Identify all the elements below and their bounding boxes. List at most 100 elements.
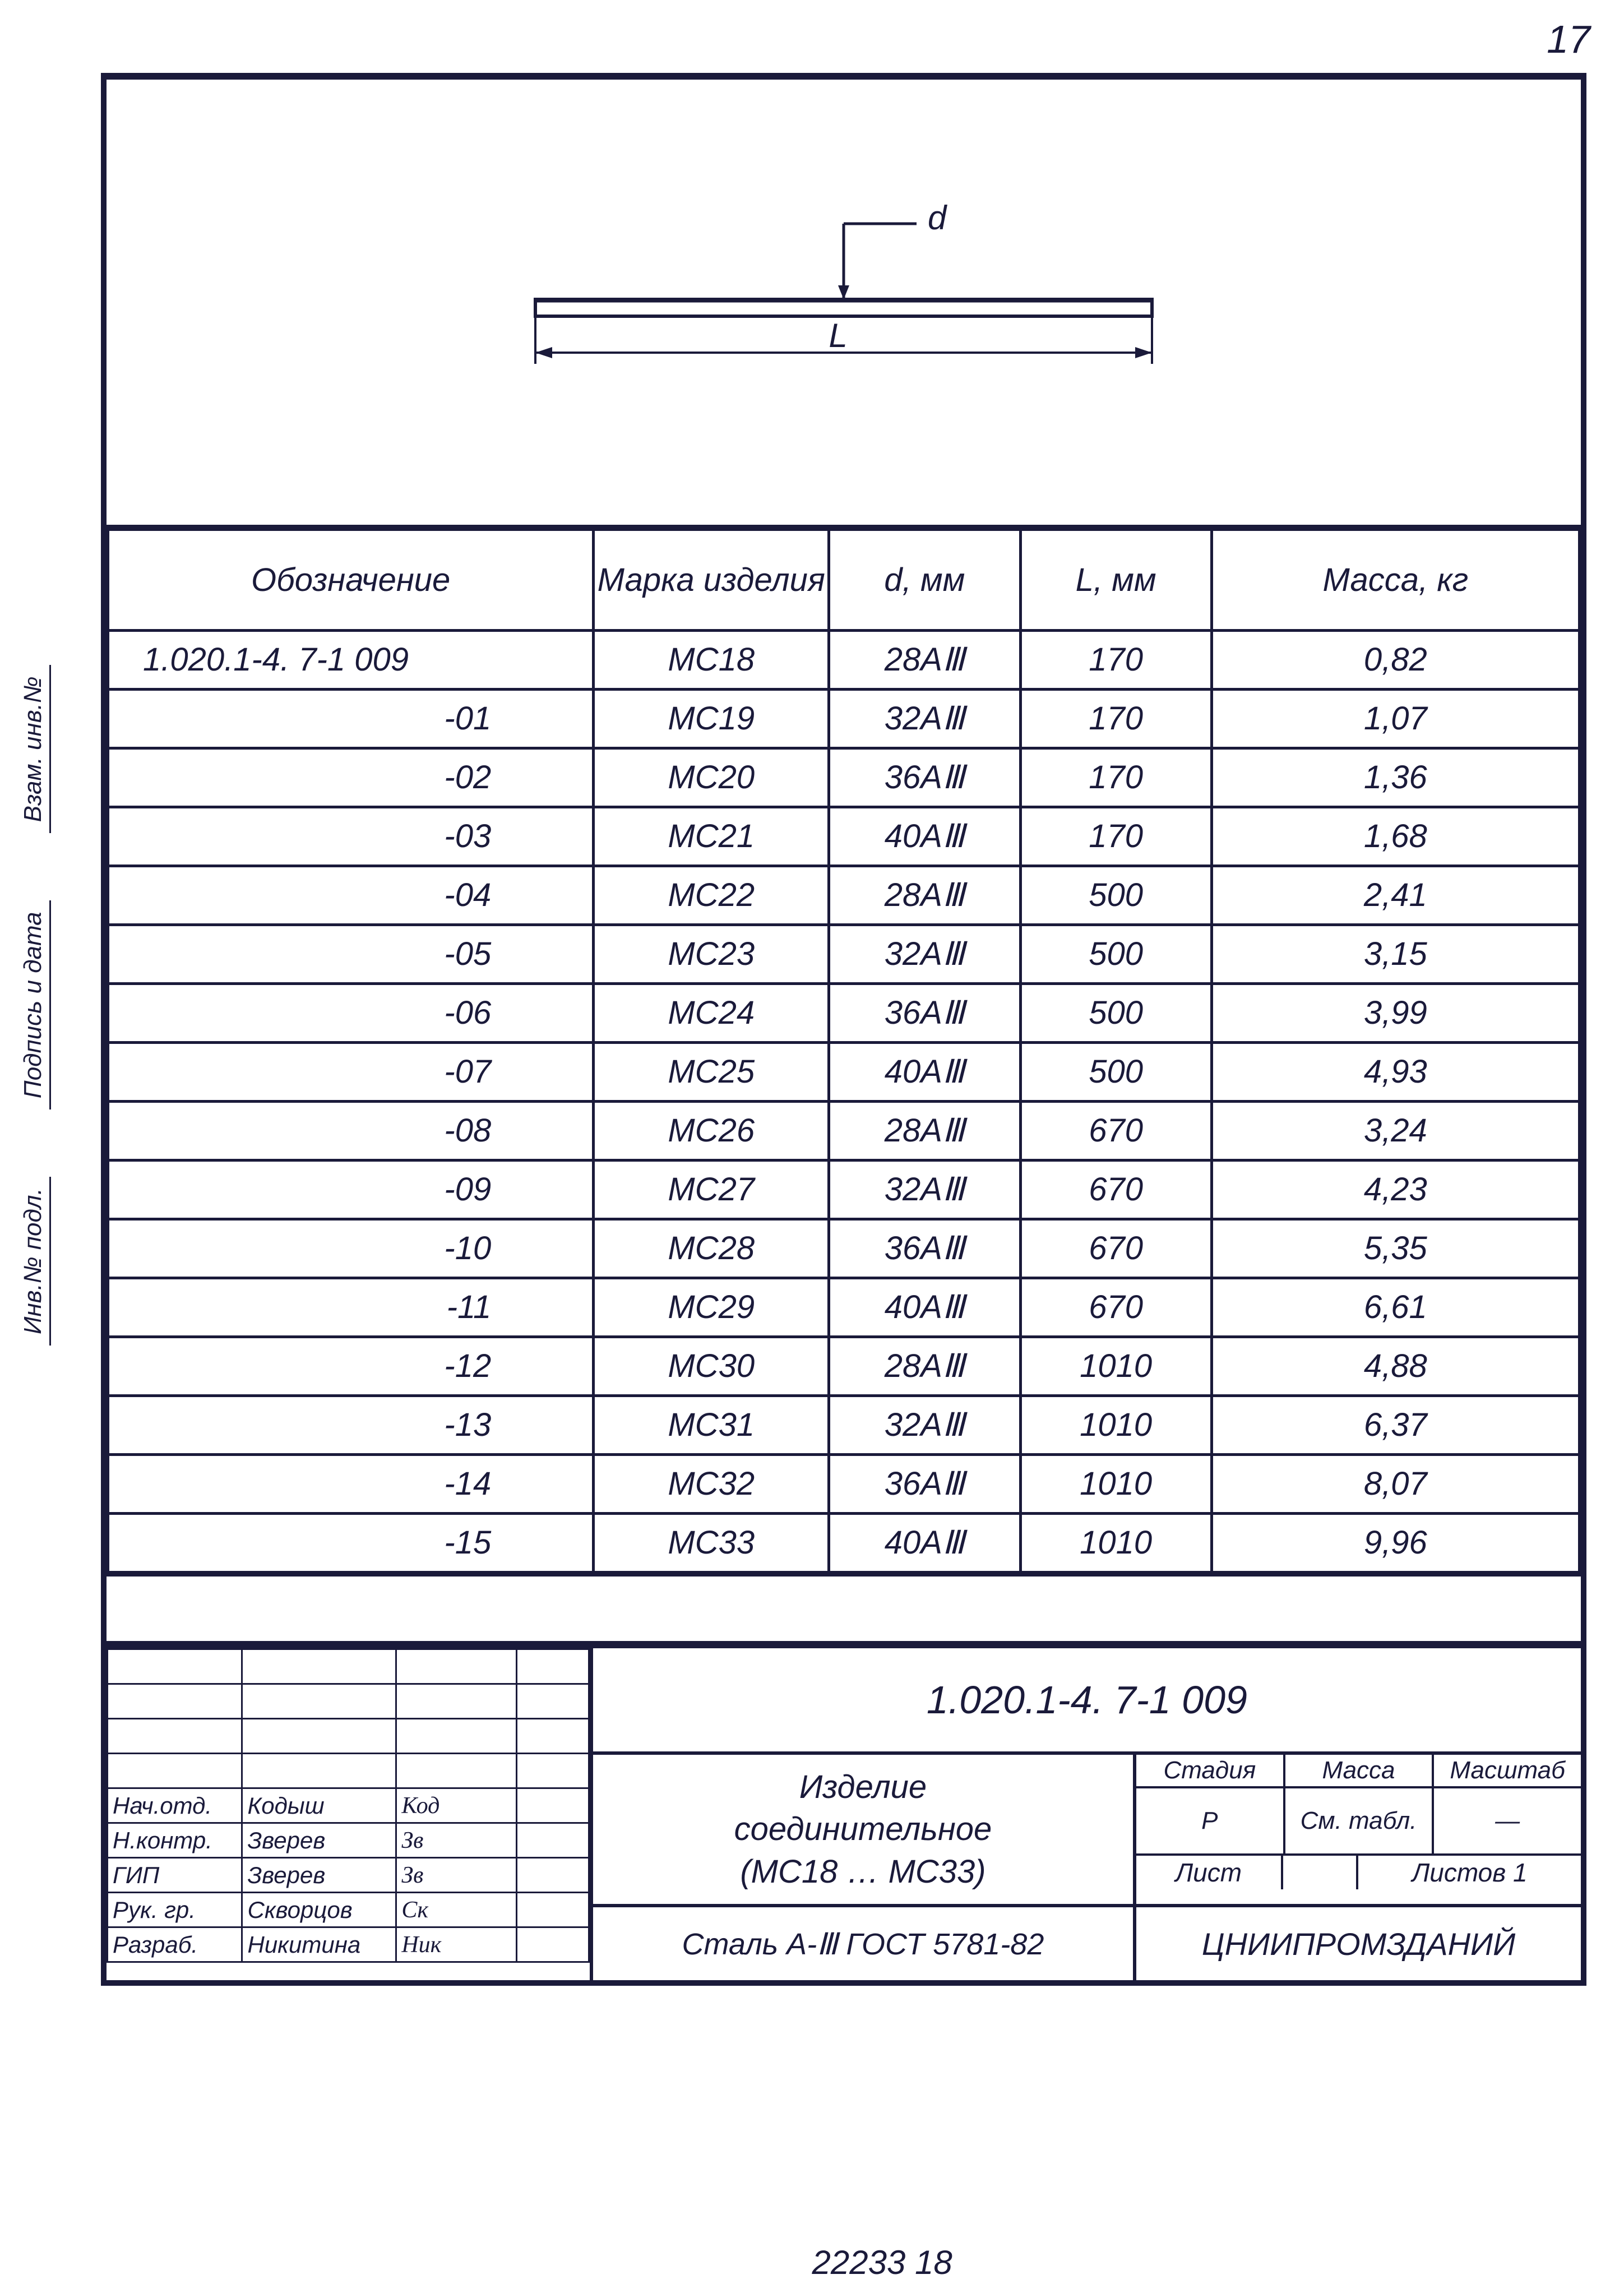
table-row: -12МС3028AⅢ10104,88 [108,1337,1580,1396]
cell-designation: -03 [108,807,594,866]
table-row: -10МС2836AⅢ6705,35 [108,1219,1580,1278]
stage-header: Стадия [1136,1755,1285,1786]
cell-mass: 6,61 [1211,1278,1579,1337]
drawing-frame: d L Обозначение Марка изделия d, мм L, м… [101,73,1586,1986]
signature-row: Рук. гр.СкворцовСк [108,1893,589,1927]
cell-mark: МС21 [594,807,829,866]
cell-d: 36AⅢ [829,1455,1020,1514]
cell-mass: 5,35 [1211,1219,1579,1278]
cell-mass: 4,88 [1211,1337,1579,1396]
cell-d: 28AⅢ [829,1337,1020,1396]
cell-L: 500 [1020,984,1211,1043]
cell-L: 670 [1020,1161,1211,1219]
cell-mark: МС22 [594,866,829,925]
cell-mass: 9,96 [1211,1514,1579,1573]
cell-L: 670 [1020,1278,1211,1337]
sig-signature: Зв [396,1823,517,1858]
empty-row [108,1649,589,1684]
cell-L: 1010 [1020,1514,1211,1573]
sheet-value [1283,1856,1359,1889]
cell-mass: 4,93 [1211,1043,1579,1102]
cell-designation: -07 [108,1043,594,1102]
cell-designation: -06 [108,984,594,1043]
cell-designation: -08 [108,1102,594,1161]
cell-L: 670 [1020,1219,1211,1278]
stage-value: Р [1136,1788,1285,1853]
cell-designation: -14 [108,1455,594,1514]
cell-mass: 3,15 [1211,925,1579,984]
col-mark: Марка изделия [594,530,829,631]
sig-role: Разраб. [108,1927,242,1962]
sig-date [517,1823,589,1858]
cell-designation: -12 [108,1337,594,1396]
table-row: -09МС2732AⅢ6704,23 [108,1161,1580,1219]
table-row: -07МС2540AⅢ5004,93 [108,1043,1580,1102]
mass-value: См. табл. [1285,1788,1435,1853]
cell-L: 670 [1020,1102,1211,1161]
organization: ЦНИИПРОМЗДАНИЙ [1136,1907,1581,1980]
cell-L: 500 [1020,1043,1211,1102]
cell-mark: МС28 [594,1219,829,1278]
cell-d: 32AⅢ [829,1161,1020,1219]
side-label: Взам. инв.№ [17,665,51,833]
cell-L: 170 [1020,748,1211,807]
empty-row [108,1754,589,1788]
cell-designation: -15 [108,1514,594,1573]
specification-table: Обозначение Марка изделия d, мм L, мм Ма… [107,528,1581,1574]
document-number: 1.020.1-4. 7-1 009 [593,1648,1581,1755]
rebar-diagram: d L [479,190,1208,414]
sig-signature: Зв [396,1858,517,1893]
sig-date [517,1927,589,1962]
cell-mark: МС24 [594,984,829,1043]
cell-mass: 2,41 [1211,866,1579,925]
cell-L: 1010 [1020,1455,1211,1514]
sig-role: Н.контр. [108,1823,242,1858]
empty-row [108,1719,589,1754]
cell-mark: МС31 [594,1396,829,1455]
diagram-d-label: d [928,199,947,237]
cell-mark: МС19 [594,690,829,748]
cell-d: 40AⅢ [829,1278,1020,1337]
cell-d: 40AⅢ [829,807,1020,866]
cell-mark: МС32 [594,1455,829,1514]
sig-name: Никитина [242,1927,396,1962]
col-d: d, мм [829,530,1020,631]
table-row: 1.020.1-4. 7-1 009МС1828AⅢ1700,82 [108,631,1580,690]
cell-d: 36AⅢ [829,748,1020,807]
cell-designation: -10 [108,1219,594,1278]
scale-value: — [1434,1788,1581,1853]
cell-d: 32AⅢ [829,925,1020,984]
material-spec: Сталь A-Ⅲ ГОСТ 5781-82 [593,1907,1136,1980]
cell-designation: 1.020.1-4. 7-1 009 [108,631,594,690]
cell-mark: МС27 [594,1161,829,1219]
binding-side-labels: Инв.№ подл. Подпись и дата Взам. инв.№ [17,505,51,1346]
sheet-label: Лист [1136,1856,1283,1889]
scale-header: Масштаб [1434,1755,1581,1786]
cell-mass: 3,99 [1211,984,1579,1043]
cell-L: 500 [1020,925,1211,984]
diagram-L-label: L [829,317,847,354]
sig-name: Зверев [242,1858,396,1893]
cell-d: 28AⅢ [829,866,1020,925]
cell-mass: 6,37 [1211,1396,1579,1455]
cell-L: 500 [1020,866,1211,925]
cell-d: 32AⅢ [829,690,1020,748]
table-row: -02МС2036AⅢ1701,36 [108,748,1580,807]
table-row: -11МС2940AⅢ6706,61 [108,1278,1580,1337]
empty-row [108,1684,589,1719]
cell-mark: МС25 [594,1043,829,1102]
cell-L: 170 [1020,690,1211,748]
table-row: -04МС2228AⅢ5002,41 [108,866,1580,925]
sig-signature: Ск [396,1893,517,1927]
cell-mass: 1,07 [1211,690,1579,748]
table-row: -13МС3132AⅢ10106,37 [108,1396,1580,1455]
cell-d: 32AⅢ [829,1396,1020,1455]
page-number: 17 [1547,17,1590,62]
table-row: -08МС2628AⅢ6703,24 [108,1102,1580,1161]
cell-mass: 4,23 [1211,1161,1579,1219]
cell-mass: 0,82 [1211,631,1579,690]
sig-role: Рук. гр. [108,1893,242,1927]
table-row: -14МС3236AⅢ10108,07 [108,1455,1580,1514]
cell-d: 28AⅢ [829,1102,1020,1161]
cell-mass: 8,07 [1211,1455,1579,1514]
